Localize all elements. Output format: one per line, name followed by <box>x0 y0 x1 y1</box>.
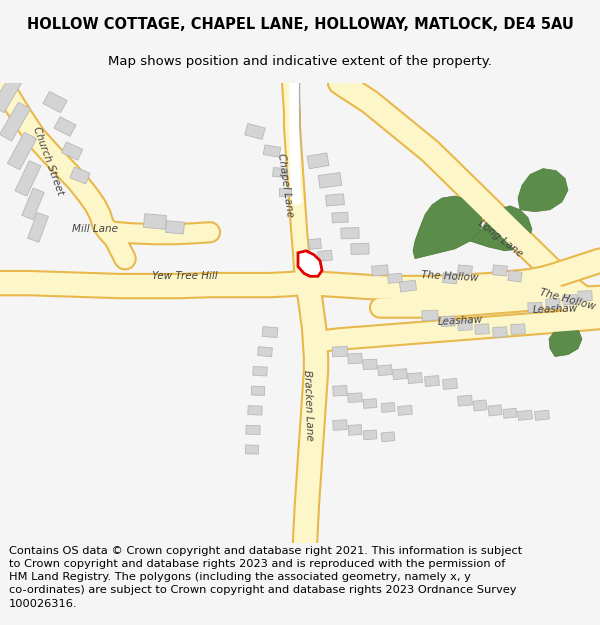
Polygon shape <box>398 406 412 416</box>
Polygon shape <box>503 408 517 418</box>
Polygon shape <box>508 271 522 282</box>
Polygon shape <box>341 228 359 239</box>
Polygon shape <box>308 239 322 249</box>
Polygon shape <box>413 196 482 259</box>
Polygon shape <box>326 194 344 206</box>
Polygon shape <box>381 432 395 442</box>
Text: Chapel Lane: Chapel Lane <box>275 152 295 218</box>
Text: Map shows position and indicative extent of the property.: Map shows position and indicative extent… <box>108 56 492 68</box>
Polygon shape <box>351 243 369 254</box>
Polygon shape <box>363 359 377 369</box>
Polygon shape <box>248 406 262 415</box>
Polygon shape <box>425 376 439 386</box>
Text: HOLLOW COTTAGE, CHAPEL LANE, HOLLOWAY, MATLOCK, DE4 5AU: HOLLOW COTTAGE, CHAPEL LANE, HOLLOWAY, M… <box>26 18 574 32</box>
Polygon shape <box>54 117 76 136</box>
Polygon shape <box>263 145 281 158</box>
Polygon shape <box>546 299 560 309</box>
Polygon shape <box>251 386 265 396</box>
Polygon shape <box>518 169 568 212</box>
Polygon shape <box>422 310 438 321</box>
Text: Mill Lane: Mill Lane <box>72 224 118 234</box>
Polygon shape <box>43 91 67 112</box>
Polygon shape <box>443 272 457 284</box>
Polygon shape <box>363 430 377 439</box>
Polygon shape <box>535 410 550 421</box>
Polygon shape <box>388 273 403 283</box>
Polygon shape <box>143 214 167 229</box>
Polygon shape <box>377 365 392 376</box>
Text: Contains OS data © Crown copyright and database right 2021. This information is : Contains OS data © Crown copyright and d… <box>9 546 522 609</box>
Polygon shape <box>245 445 259 454</box>
Polygon shape <box>279 188 291 196</box>
Polygon shape <box>400 280 416 292</box>
Polygon shape <box>528 302 542 312</box>
Polygon shape <box>443 379 457 389</box>
Polygon shape <box>458 395 472 406</box>
Polygon shape <box>475 324 489 334</box>
Polygon shape <box>511 324 525 334</box>
Polygon shape <box>7 132 37 170</box>
Polygon shape <box>493 265 508 276</box>
Polygon shape <box>317 250 332 261</box>
Polygon shape <box>166 221 184 234</box>
Text: Bracken Lane: Bracken Lane <box>302 370 314 441</box>
Polygon shape <box>262 326 278 338</box>
Polygon shape <box>245 124 265 139</box>
Polygon shape <box>493 327 507 338</box>
Polygon shape <box>363 399 377 408</box>
Polygon shape <box>253 366 267 376</box>
Polygon shape <box>22 188 44 219</box>
Polygon shape <box>348 425 362 435</box>
Polygon shape <box>348 353 362 364</box>
Text: The Hollow: The Hollow <box>421 270 479 282</box>
Polygon shape <box>549 325 582 356</box>
Polygon shape <box>332 346 348 357</box>
Polygon shape <box>298 251 322 276</box>
Polygon shape <box>371 265 388 276</box>
Polygon shape <box>563 294 577 305</box>
Polygon shape <box>488 405 502 416</box>
Polygon shape <box>458 265 472 276</box>
Polygon shape <box>61 142 83 160</box>
Polygon shape <box>578 291 592 301</box>
Text: Leashaw: Leashaw <box>437 315 483 328</box>
Polygon shape <box>332 213 348 223</box>
Polygon shape <box>28 213 49 243</box>
Polygon shape <box>0 72 24 112</box>
Text: The Hollow: The Hollow <box>538 288 596 312</box>
Polygon shape <box>381 402 395 412</box>
Polygon shape <box>407 372 422 384</box>
Text: Church Street: Church Street <box>31 125 65 196</box>
Polygon shape <box>257 347 272 357</box>
Polygon shape <box>15 161 41 196</box>
Text: Leashaw: Leashaw <box>532 304 578 316</box>
Polygon shape <box>318 173 342 188</box>
Text: Long Lane: Long Lane <box>476 219 524 259</box>
Polygon shape <box>441 316 455 326</box>
Polygon shape <box>470 206 532 251</box>
Polygon shape <box>307 153 329 169</box>
Polygon shape <box>272 168 287 177</box>
Polygon shape <box>246 425 260 434</box>
Polygon shape <box>348 393 362 402</box>
Polygon shape <box>473 400 487 411</box>
Text: Yew Tree Hill: Yew Tree Hill <box>152 271 218 281</box>
Polygon shape <box>333 420 347 430</box>
Polygon shape <box>333 386 347 396</box>
Polygon shape <box>392 369 407 379</box>
Polygon shape <box>518 410 532 421</box>
Polygon shape <box>458 320 472 331</box>
Polygon shape <box>70 167 90 184</box>
Polygon shape <box>0 102 31 141</box>
